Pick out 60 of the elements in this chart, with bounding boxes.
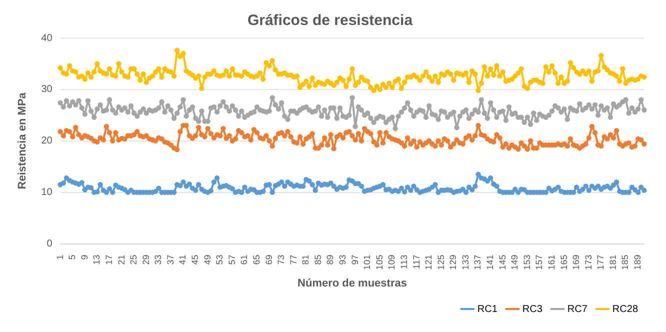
x-tick-label: 177	[596, 254, 606, 270]
x-tick-label: 145	[497, 254, 508, 270]
x-tick-label: 37	[165, 254, 176, 265]
x-tick-label: 13	[92, 254, 102, 265]
x-tick-label: 81	[300, 254, 311, 265]
x-tick-label: 161	[546, 254, 556, 270]
x-tick-label: 77	[288, 254, 298, 265]
x-tick-label: 5	[67, 254, 78, 260]
x-tick-label: 53	[214, 254, 225, 265]
x-tick-label: 129	[448, 254, 458, 270]
x-tick-label: 21	[116, 254, 126, 265]
x-tick-label: 61	[239, 254, 250, 265]
x-tick-label: 109	[386, 254, 397, 270]
x-tick-label: 97	[350, 254, 360, 265]
x-tick-label: 17	[104, 254, 114, 265]
x-tick-label: 165	[558, 254, 569, 270]
x-tick-label: 157	[534, 254, 544, 270]
x-tick-label: 117	[411, 254, 422, 270]
x-tick-label: 29	[140, 254, 151, 265]
x-tick-label: 41	[178, 254, 188, 265]
x-tick-label: 133	[460, 254, 470, 270]
x-tick-label: 137	[472, 254, 483, 270]
x-tick-label: 33	[153, 254, 164, 265]
x-tick-label: 57	[226, 254, 237, 265]
x-tick-label: 141	[485, 254, 496, 270]
y-tick-label: 0	[46, 238, 53, 250]
x-tick-label: 185	[620, 254, 630, 270]
x-tick-label: 89	[325, 254, 336, 265]
x-tick-label: 121	[424, 254, 434, 270]
x-tick-label: 85	[312, 254, 323, 265]
x-tick-label: 65	[251, 254, 262, 265]
x-tick-label: 153	[522, 254, 532, 270]
y-tick-label: 30	[41, 84, 53, 96]
x-tick-label: 169	[571, 254, 582, 270]
x-tick-label: 173	[583, 254, 594, 270]
x-tick-label: 105	[374, 254, 384, 270]
legend-label: RC28	[612, 304, 638, 315]
x-axis-title: Número de muestras	[298, 277, 407, 290]
x-tick-label: 45	[190, 254, 200, 265]
x-tick-label: 9	[79, 254, 90, 260]
x-tick-label: 189	[632, 254, 643, 270]
x-tick-label: 125	[436, 254, 446, 270]
legend-label: RC1	[477, 304, 498, 315]
x-tick-label: 1	[54, 254, 65, 260]
x-tick-label: 101	[362, 254, 372, 270]
x-tick-label: 149	[510, 254, 520, 270]
x-tick-label: 49	[202, 254, 212, 265]
x-tick-label: 25	[128, 254, 139, 265]
x-tick-label: 73	[276, 254, 286, 265]
x-tick-label: 69	[264, 254, 274, 265]
x-tick-label: 93	[338, 254, 348, 265]
y-tick-label: 10	[41, 187, 53, 198]
y-tick-label: 40	[41, 32, 53, 44]
legend-label: RC7	[567, 304, 588, 315]
y-tick-label: 20	[41, 136, 53, 147]
chart-title: Gráficos de resistencia	[247, 12, 414, 30]
x-tick-label: 113	[398, 254, 409, 270]
legend-label: RC3	[522, 304, 543, 315]
y-axis-title: Reistencia en MPa	[16, 92, 29, 190]
x-tick-label: 181	[608, 254, 618, 270]
